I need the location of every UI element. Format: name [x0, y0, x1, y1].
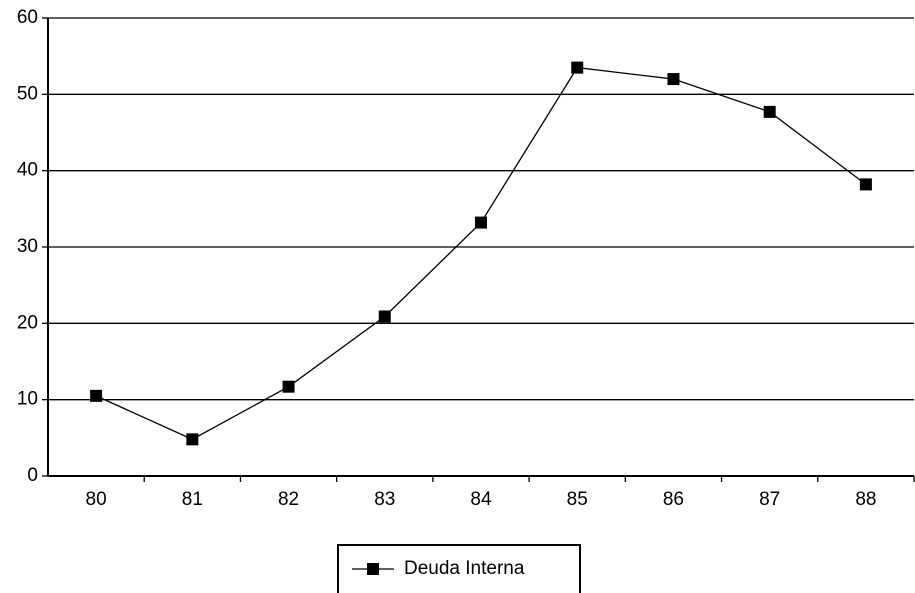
x-tick-label: 85 — [567, 489, 588, 510]
y-tick-label: 30 — [17, 236, 38, 257]
legend-marker — [367, 563, 379, 575]
marker — [859, 178, 872, 191]
marker — [571, 61, 584, 74]
marker — [378, 310, 391, 323]
marker — [282, 380, 295, 393]
x-tick-label: 83 — [374, 489, 395, 510]
y-tick-label: 0 — [27, 465, 38, 486]
y-tick-label: 10 — [17, 389, 38, 410]
y-tick-label: 20 — [17, 312, 38, 333]
x-tick-label: 88 — [855, 489, 876, 510]
marker — [763, 105, 776, 118]
y-tick-label: 60 — [17, 7, 38, 28]
x-tick-label: 84 — [470, 489, 492, 510]
x-tick-label: 82 — [278, 489, 299, 510]
marker — [90, 389, 103, 402]
marker — [667, 73, 680, 86]
series-line — [95, 66, 867, 441]
marker — [475, 216, 487, 229]
legend-label: Deuda Interna — [404, 558, 525, 579]
y-tick-label: 50 — [17, 83, 38, 104]
x-tick-label: 86 — [663, 489, 684, 510]
x-tick-label: 81 — [182, 489, 203, 510]
y-tick-label: 40 — [17, 160, 38, 181]
x-tick-label: 87 — [759, 489, 780, 510]
legend-box — [337, 544, 581, 593]
marker — [186, 433, 199, 446]
x-tick-label: 80 — [86, 489, 107, 510]
